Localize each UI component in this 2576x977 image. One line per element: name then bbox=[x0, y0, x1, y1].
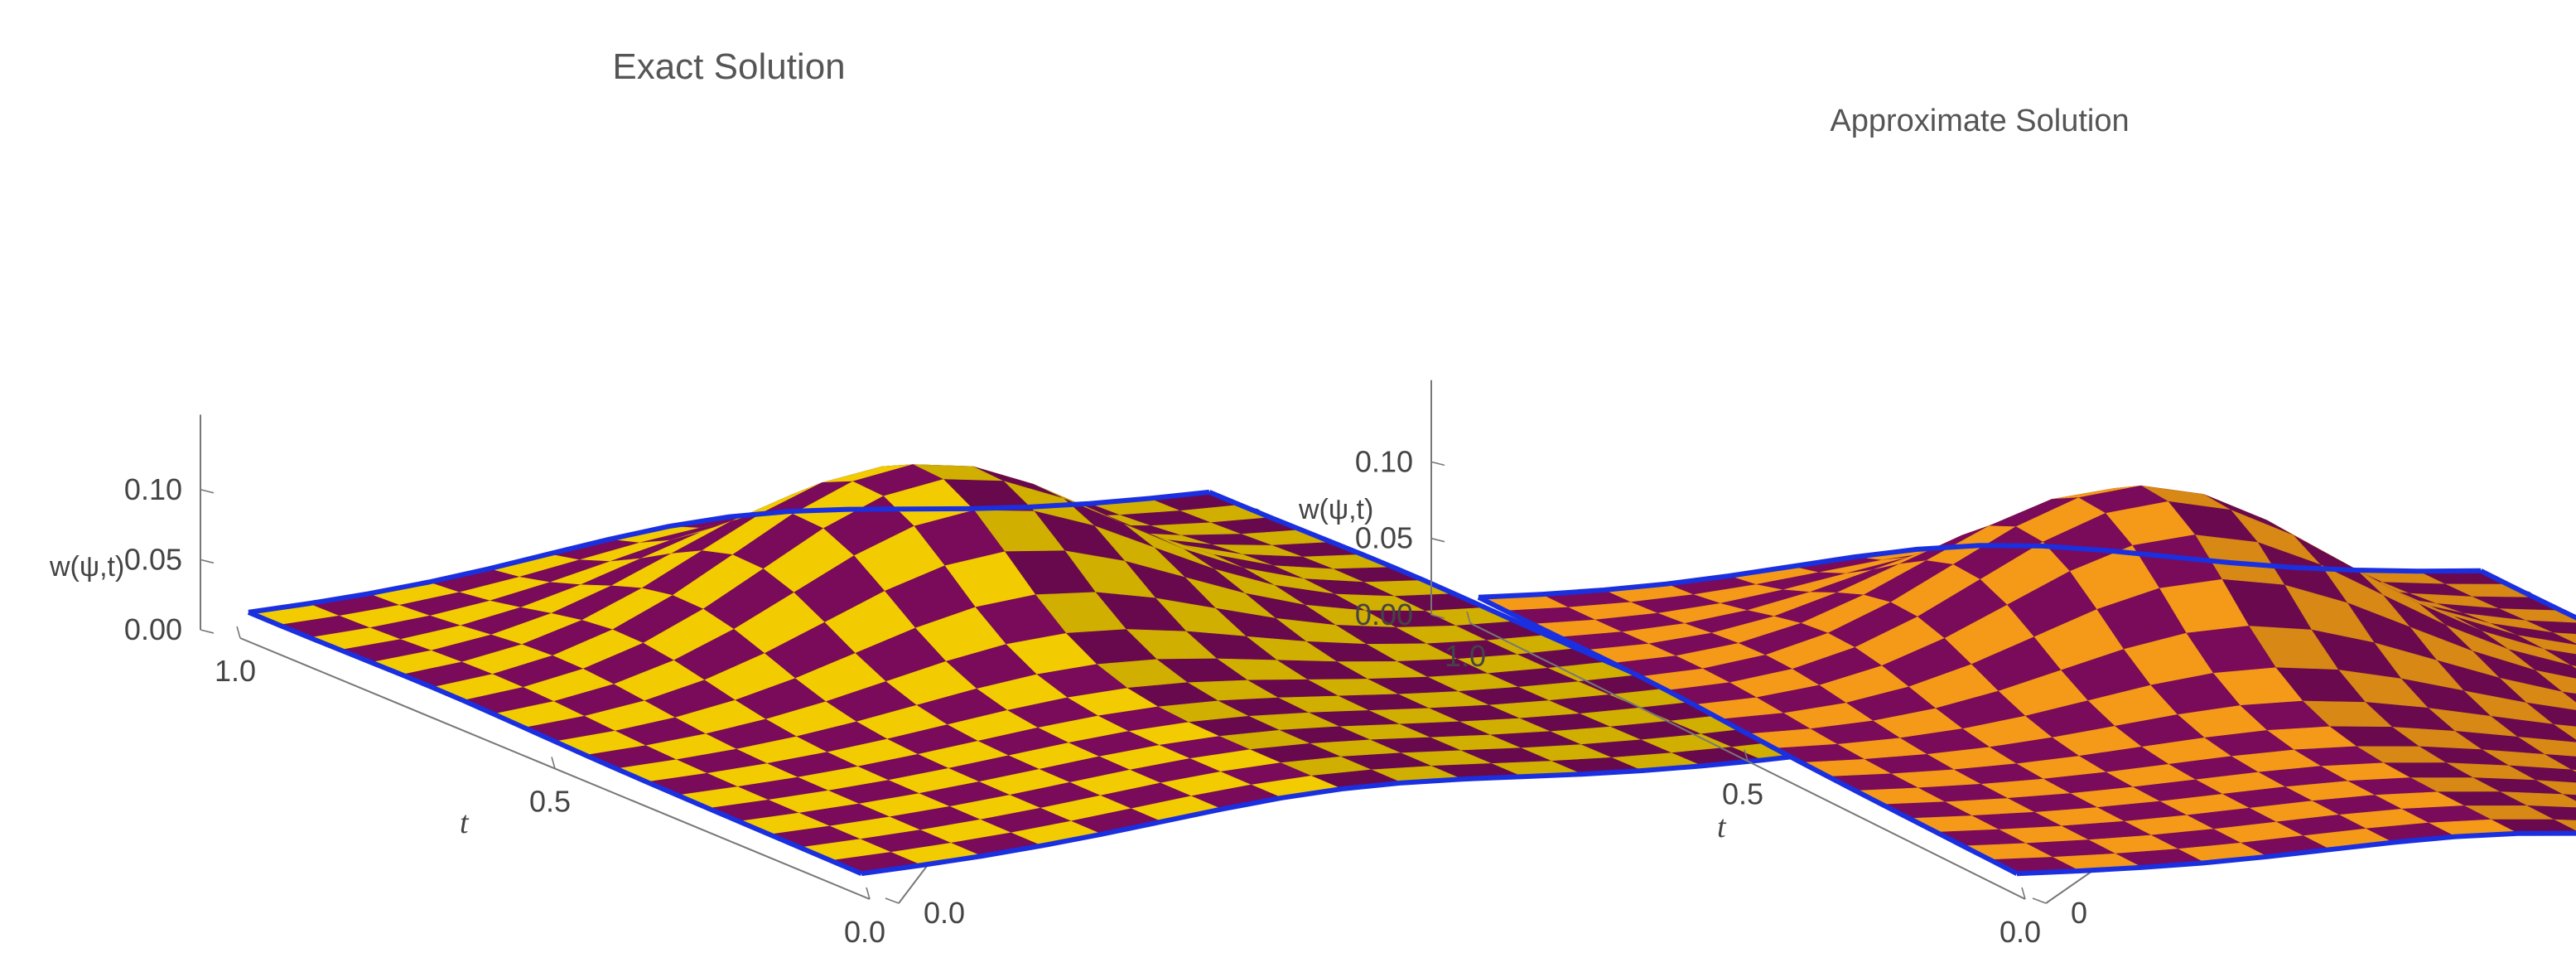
z-tick bbox=[200, 629, 215, 634]
x-tick bbox=[2021, 887, 2026, 900]
x-axis-label: t bbox=[1717, 810, 1727, 844]
z-tick-label: 0.05 bbox=[1355, 521, 1413, 555]
x-tick bbox=[1744, 749, 1749, 762]
z-tick-label: 0.00 bbox=[1355, 597, 1413, 631]
x-tick-label: 0.0 bbox=[844, 915, 885, 949]
surface-edge bbox=[861, 751, 1823, 877]
plot-title: Exact Solution bbox=[612, 46, 845, 87]
x-tick bbox=[236, 626, 241, 639]
x-axis-label: t bbox=[460, 805, 470, 840]
y-tick bbox=[885, 897, 900, 904]
surface bbox=[247, 464, 1824, 874]
x-tick-label: 0.0 bbox=[2000, 915, 2041, 949]
z-axis-label: w(ψ,t) bbox=[49, 551, 124, 583]
z-tick bbox=[1430, 537, 1445, 543]
z-tick bbox=[1430, 461, 1445, 467]
x-tick bbox=[866, 887, 871, 900]
surface-edge bbox=[248, 489, 1210, 615]
x-tick-label: 1.0 bbox=[215, 654, 256, 688]
z-tick-label: 0.10 bbox=[124, 472, 182, 506]
x-tick-label: 1.0 bbox=[1445, 639, 1486, 673]
z-tick bbox=[200, 559, 215, 564]
surface-edge bbox=[2016, 830, 2576, 877]
y-tick-label: 0 bbox=[2071, 896, 2087, 930]
y-tick bbox=[2032, 897, 2047, 904]
x-tick-label: 0.5 bbox=[529, 785, 571, 819]
x-tick bbox=[551, 757, 556, 769]
plot-title: Approximate Solution bbox=[1830, 104, 2129, 138]
surface-edge bbox=[2479, 568, 2576, 621]
z-tick bbox=[200, 488, 215, 494]
y-tick-label: 0.0 bbox=[924, 896, 965, 930]
z-tick-label: 0.05 bbox=[124, 542, 182, 576]
plot-exact: Exact Solution 0.00 0.05 0.10 w(ψ,t) 0.0 0.5 1.… bbox=[49, 46, 1824, 949]
plot-approximate: Approximate Solution0.000.050.10w(ψ,t)0.… bbox=[1298, 104, 2576, 949]
surface bbox=[1477, 485, 2576, 874]
z-tick bbox=[1430, 614, 1445, 619]
surface-edge bbox=[1478, 543, 2482, 600]
z-axis-label: w(ψ,t) bbox=[1298, 494, 1373, 525]
x-tick-label: 0.5 bbox=[1722, 777, 1763, 811]
z-tick-label: 0.00 bbox=[124, 612, 182, 646]
surface-edge bbox=[247, 610, 863, 876]
z-tick-label: 0.10 bbox=[1355, 444, 1413, 478]
x-tick bbox=[1466, 611, 1471, 624]
surface-edge bbox=[1477, 595, 2019, 876]
